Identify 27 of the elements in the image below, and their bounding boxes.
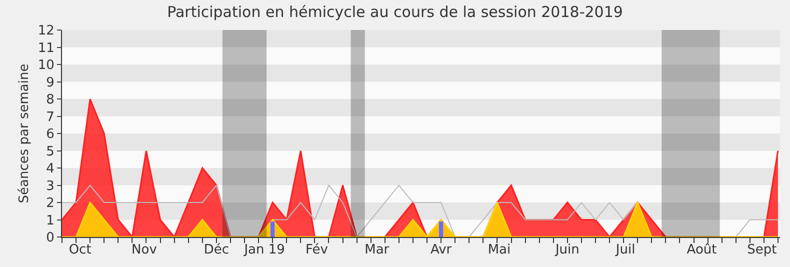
x-tick-label: Sept (747, 242, 777, 258)
x-tick-label: Déc (204, 242, 230, 258)
y-tick-label: 5 (46, 144, 54, 160)
y-tick-label: 1 (46, 213, 54, 228)
y-tick-label: 10 (38, 58, 54, 74)
y-tick-label: 3 (46, 178, 54, 194)
x-tick-label: Oct (68, 242, 92, 258)
y-tick-label: 11 (38, 40, 54, 56)
x-tick-label: Juil (614, 242, 636, 258)
y-tick-label: 2 (46, 196, 54, 212)
y-tick-label: 12 (38, 24, 54, 39)
y-tick-label: 0 (46, 230, 54, 246)
y-tick-label: 8 (46, 92, 54, 108)
x-tick-label: Jan 19 (243, 242, 285, 258)
x-tick-label: Nov (132, 242, 158, 258)
x-tick-label: Août (686, 242, 717, 258)
y-tick-label: 6 (46, 127, 54, 142)
x-tick-label: Mar (364, 242, 390, 258)
x-tick-label: Juin (554, 242, 580, 258)
y-axis-title: Séances par semaine (16, 64, 32, 204)
y-tick-label: 7 (46, 110, 54, 125)
y-tick-label: 9 (46, 75, 54, 90)
y-tick-label: 4 (46, 162, 54, 177)
x-tick-label: Fév (305, 242, 328, 258)
x-tick-label: Avr (430, 242, 452, 258)
x-tick-label: Mai (488, 242, 511, 258)
chart-title: Participation en hémicycle au cours de la session 2018-2019 (167, 3, 623, 22)
